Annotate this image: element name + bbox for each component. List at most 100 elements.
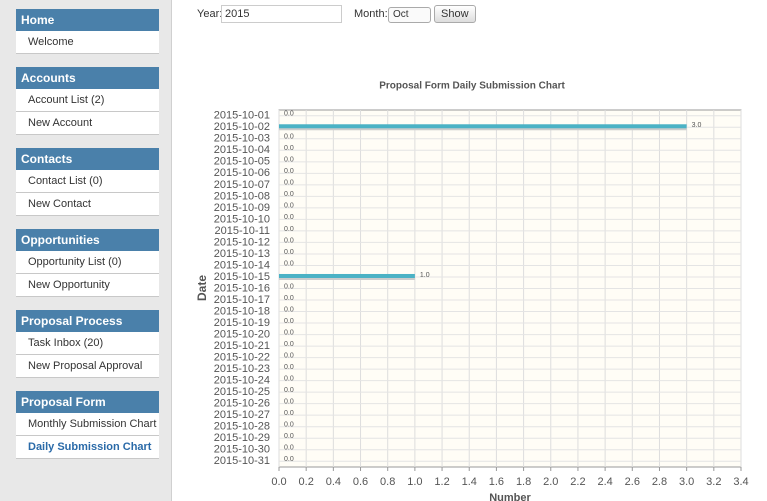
bar-shadow: [279, 276, 415, 280]
nav-link[interactable]: Daily Submission Chart: [16, 436, 159, 459]
y-tick-label: 2015-10-23: [214, 363, 270, 375]
year-input[interactable]: 2015: [221, 5, 342, 23]
value-label: 0.0: [284, 180, 294, 187]
value-label: 0.0: [284, 318, 294, 325]
nav-link[interactable]: New Account: [16, 112, 159, 135]
x-tick-label: 2.4: [597, 476, 612, 488]
value-label: 0.0: [284, 168, 294, 175]
value-label: 0.0: [284, 145, 294, 152]
nav-link[interactable]: New Opportunity: [16, 274, 159, 297]
y-tick-label: 2015-10-17: [214, 294, 270, 306]
x-tick-label: 1.0: [407, 476, 422, 488]
y-tick-label: 2015-10-11: [215, 225, 270, 237]
month-select[interactable]: Oct: [388, 7, 431, 23]
value-label: 1.0: [420, 272, 430, 279]
y-tick-label: 2015-10-14: [214, 259, 270, 271]
nav-link[interactable]: New Proposal Approval: [16, 355, 159, 378]
nav-section: Opportunities Opportunity List (0) New Opp…: [16, 229, 159, 297]
show-button[interactable]: Show: [434, 5, 476, 23]
value-label: 0.0: [284, 157, 294, 164]
y-tick-label: 2015-10-04: [214, 144, 270, 156]
value-label: 0.0: [284, 226, 294, 233]
value-label: 0.0: [284, 134, 294, 141]
nav-link[interactable]: Welcome: [16, 31, 159, 54]
value-label: 0.0: [284, 191, 294, 198]
y-tick-label: 2015-10-15: [214, 271, 270, 283]
y-tick-label: 2015-10-05: [214, 156, 270, 168]
value-label: 0.0: [284, 283, 294, 290]
sidebar: Home Welcome Accounts Account List (2) New A…: [0, 0, 172, 501]
value-label: 0.0: [284, 111, 294, 118]
y-tick-label: 2015-10-30: [214, 444, 270, 456]
value-label: 0.0: [284, 237, 294, 244]
month-label: Month:: [354, 8, 388, 20]
x-tick-label: 3.4: [733, 476, 748, 488]
y-tick-label: 2015-10-25: [214, 386, 270, 398]
nav-link[interactable]: Opportunity List (0): [16, 251, 159, 274]
nav-section: Accounts Account List (2) New Account: [16, 67, 159, 135]
y-tick-label: 2015-10-01: [214, 110, 270, 122]
x-tick-label: 2.6: [625, 476, 640, 488]
value-label: 0.0: [284, 387, 294, 394]
y-tick-label: 2015-10-16: [214, 282, 270, 294]
nav-header: Accounts: [16, 67, 159, 89]
value-label: 0.0: [284, 352, 294, 359]
y-tick-label: 2015-10-22: [214, 352, 270, 364]
y-tick-label: 2015-10-06: [214, 167, 270, 179]
y-tick-label: 2015-10-24: [214, 375, 270, 387]
x-tick-label: 1.4: [462, 476, 477, 488]
nav-section: Contacts Contact List (0) New Contact: [16, 148, 159, 216]
value-label: 0.0: [284, 214, 294, 221]
y-tick-label: 2015-10-13: [214, 248, 270, 260]
nav-link[interactable]: Contact List (0): [16, 170, 159, 193]
value-label: 0.0: [284, 306, 294, 313]
chart-title: Proposal Form Daily Submission Chart: [379, 81, 565, 92]
y-tick-label: 2015-10-26: [214, 398, 270, 410]
value-label: 0.0: [284, 295, 294, 302]
y-tick-label: 2015-10-07: [214, 179, 270, 191]
value-label: 0.0: [284, 433, 294, 440]
value-label: 0.0: [284, 260, 294, 267]
y-tick-label: 2015-10-10: [214, 213, 270, 225]
nav-link[interactable]: New Contact: [16, 193, 159, 216]
y-tick-label: 2015-10-28: [214, 421, 270, 433]
y-tick-label: 2015-10-21: [214, 340, 270, 352]
value-label: 0.0: [284, 422, 294, 429]
x-tick-label: 2.2: [570, 476, 585, 488]
value-label: 3.0: [692, 122, 702, 129]
value-label: 0.0: [284, 456, 294, 463]
y-tick-label: 2015-10-31: [214, 455, 270, 467]
nav-section: Home Welcome: [16, 9, 159, 54]
nav-link[interactable]: Task Inbox (20): [16, 332, 159, 355]
nav-link[interactable]: Monthly Submission Chart: [16, 413, 159, 436]
bar-shadow: [279, 127, 687, 131]
value-label: 0.0: [284, 341, 294, 348]
bar: [279, 124, 687, 129]
x-tick-label: 0.6: [353, 476, 368, 488]
nav-section: Proposal Form StatisticsMonthly Submissi…: [16, 391, 159, 459]
x-tick-label: 0.0: [271, 476, 286, 488]
y-tick-label: 2015-10-29: [214, 432, 270, 444]
y-tick-label: 2015-10-19: [214, 317, 270, 329]
x-tick-label: 1.2: [434, 476, 449, 488]
x-tick-label: 0.2: [299, 476, 314, 488]
nav-link[interactable]: Account List (2): [16, 89, 159, 112]
y-tick-label: 2015-10-18: [214, 305, 270, 317]
value-label: 0.0: [284, 364, 294, 371]
x-tick-label: 0.8: [380, 476, 395, 488]
value-label: 0.0: [284, 203, 294, 210]
x-tick-label: 1.6: [489, 476, 504, 488]
x-tick-label: 3.2: [706, 476, 721, 488]
nav-header: Home: [16, 9, 159, 31]
x-axis-title: Number: [489, 492, 531, 501]
y-tick-label: 2015-10-09: [214, 202, 270, 214]
x-tick-label: 1.8: [516, 476, 531, 488]
y-tick-label: 2015-10-12: [214, 236, 270, 248]
value-label: 0.0: [284, 410, 294, 417]
year-label: Year:: [197, 8, 223, 20]
nav-header: Opportunities: [16, 229, 159, 251]
y-tick-label: 2015-10-20: [214, 328, 270, 340]
value-label: 0.0: [284, 399, 294, 406]
